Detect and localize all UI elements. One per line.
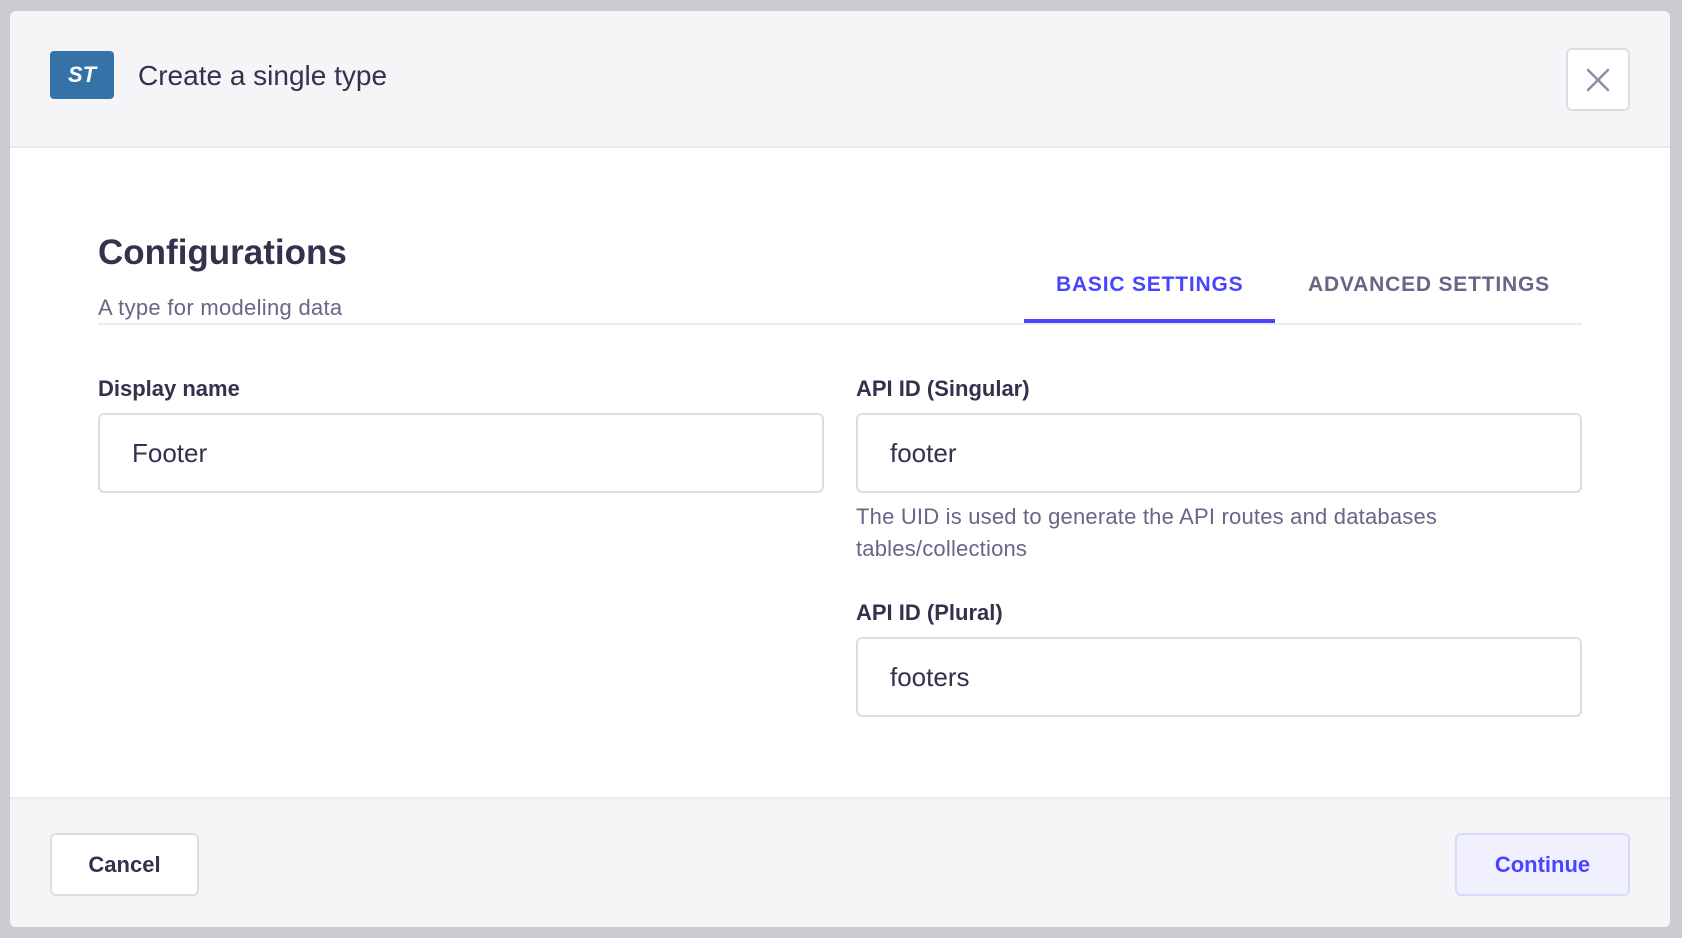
tab-basic-settings[interactable]: BASIC SETTINGS <box>1056 273 1244 296</box>
create-single-type-modal: ST Create a single type Configurations A… <box>10 11 1670 927</box>
modal-footer: Cancel Continue <box>10 797 1670 927</box>
close-button[interactable] <box>1566 48 1630 111</box>
api-id-plural-input[interactable]: footers <box>856 637 1582 717</box>
display-name-input[interactable]: Footer <box>98 413 824 493</box>
section-heading: Configurations <box>98 233 347 272</box>
active-tab-indicator <box>1024 319 1275 323</box>
tabs-divider <box>98 323 1582 325</box>
modal-header: ST Create a single type <box>10 11 1670 148</box>
single-type-badge: ST <box>50 51 114 99</box>
cancel-button[interactable]: Cancel <box>50 833 199 896</box>
api-id-singular-input[interactable]: footer <box>856 413 1582 493</box>
display-name-label: Display name <box>98 376 240 401</box>
api-id-singular-label: API ID (Singular) <box>856 376 1030 401</box>
tab-advanced-settings[interactable]: ADVANCED SETTINGS <box>1308 273 1550 296</box>
close-icon <box>1586 68 1610 91</box>
api-id-singular-help: The UID is used to generate the API rout… <box>856 504 1438 561</box>
section-subtitle: A type for modeling data <box>98 295 343 320</box>
continue-button[interactable]: Continue <box>1455 833 1630 896</box>
modal-title: Create a single type <box>138 60 388 91</box>
api-id-plural-label: API ID (Plural) <box>856 600 1003 625</box>
